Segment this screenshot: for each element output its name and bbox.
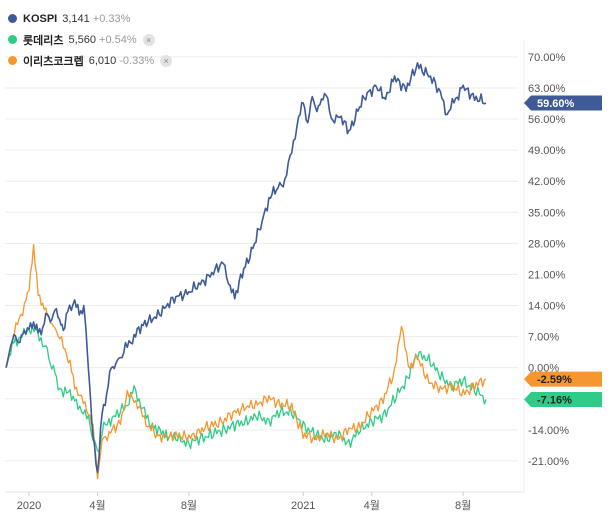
y-tick-label: 56.00%	[528, 114, 566, 126]
y-tick-label: -21.00%	[528, 456, 569, 468]
y-tick-label: 49.00%	[528, 145, 566, 157]
y-tick-label: -14.00%	[528, 425, 569, 437]
series-color-dot	[8, 35, 17, 44]
legend-item-e-reits-kocrep[interactable]: 이리츠코크렙 6,010 -0.33% ×	[8, 50, 173, 71]
y-tick-label: 28.00%	[528, 238, 566, 250]
last-value-label: -7.16%	[537, 394, 572, 406]
y-tick-label: 21.00%	[528, 269, 566, 281]
x-tick-label: 8월	[455, 499, 471, 512]
series-color-dot	[8, 56, 17, 65]
y-axis: 70.00% 63.00% 56.00% 49.00% 42.00% 35.00% 28.0…	[528, 52, 569, 468]
legend-name: KOSPI	[23, 12, 58, 25]
legend: KOSPI 3,141 +0.33% 롯데리츠 5,560 +0.54% × 이…	[8, 8, 173, 71]
series-line-lotte-reit	[5, 325, 487, 453]
y-tick-label: 42.00%	[528, 176, 566, 188]
last-value-badge	[524, 391, 602, 407]
y-tick-label: 7.00%	[528, 332, 559, 344]
y-tick-label: 70.00%	[528, 52, 566, 64]
remove-series-close-icon[interactable]: ×	[160, 54, 173, 67]
x-tick-label: 2020	[17, 500, 41, 512]
x-tick-label: 8월	[181, 499, 197, 512]
x-tick-label: 4월	[89, 499, 105, 512]
legend-change: +0.54%	[99, 33, 137, 46]
legend-name: 이리츠코크렙	[23, 55, 84, 68]
last-value-badges: 59.60% -7.16% -2.59%	[524, 95, 602, 407]
series-lines	[5, 62, 487, 480]
y-tick-label: 63.00%	[528, 83, 566, 95]
x-tick-label: 4월	[364, 499, 380, 512]
legend-price: 6,010	[88, 54, 117, 67]
last-value-badge	[524, 95, 602, 111]
x-tick-label: 2021	[291, 500, 315, 512]
y-tick-label: 35.00%	[528, 207, 566, 219]
series-color-dot	[8, 14, 17, 23]
gridlines	[5, 40, 525, 493]
legend-price: 3,141	[62, 12, 90, 25]
legend-name: 롯데리츠	[23, 34, 64, 47]
remove-series-close-icon[interactable]: ×	[142, 33, 155, 46]
last-value-label: -2.59%	[537, 374, 572, 386]
legend-item-kospi[interactable]: KOSPI 3,141 +0.33%	[8, 8, 172, 29]
legend-change: +0.33%	[92, 12, 131, 25]
y-tick-label: 14.00%	[528, 301, 566, 313]
last-value-label: 59.60%	[537, 98, 575, 110]
series-line-e-reits-kocrep	[5, 243, 487, 480]
x-axis: 2020 4월 8월 2021 4월 8월	[17, 492, 471, 512]
legend-change: -0.33%	[119, 54, 155, 67]
legend-item-lotte-reit[interactable]: 롯데리츠 5,560 +0.54% ×	[8, 29, 172, 50]
series-line-kospi	[5, 62, 487, 474]
legend-price: 5,560	[68, 33, 97, 46]
last-value-badge	[524, 371, 602, 387]
